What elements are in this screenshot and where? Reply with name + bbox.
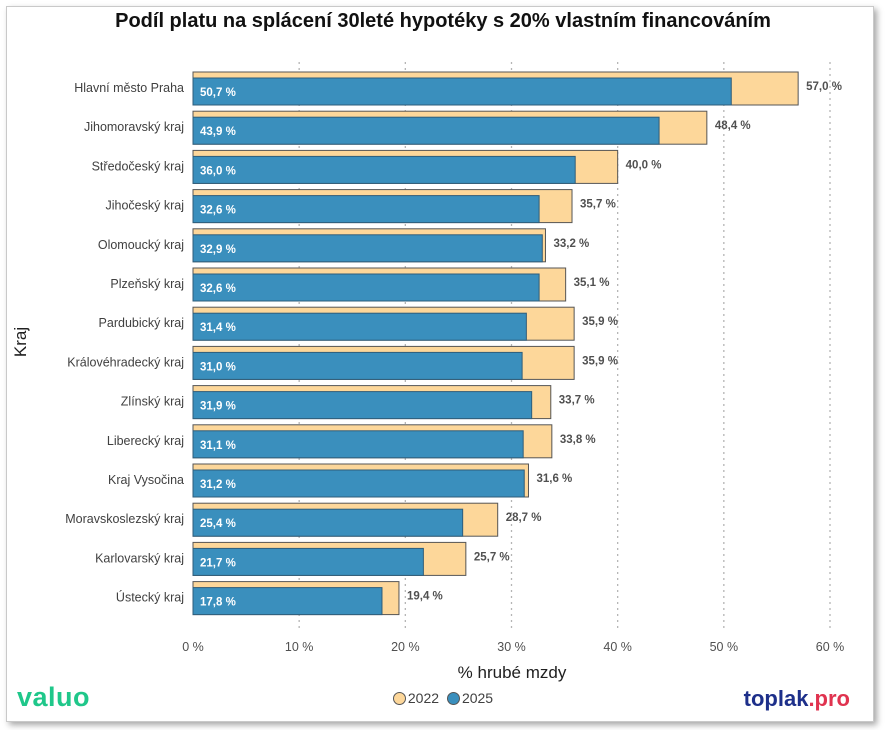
data-label-2022: 57,0 % (806, 81, 842, 93)
data-label-2025: 32,6 % (200, 205, 236, 217)
data-label-2025: 36,0 % (200, 165, 236, 177)
bar-2025 (192, 351, 523, 380)
data-label-2025: 31,9 % (200, 401, 236, 413)
data-label-2022: 35,1 % (574, 277, 610, 289)
data-label-2022: 35,7 % (580, 199, 616, 211)
category-label: Královéhradecký kraj (67, 355, 184, 369)
legend-label-2022: 2022 (407, 690, 440, 706)
chart-title: Podíl platu na splácení 30leté hypotéky … (115, 10, 771, 32)
legend-item-2025[interactable]: 2025 (446, 690, 494, 706)
category-label: Hlavní město Praha (74, 81, 184, 95)
bar-2025 (192, 234, 543, 263)
x-tick-label: 20 % (391, 640, 420, 654)
toplak-logo: toplak.pro (744, 686, 850, 712)
data-label-2025: 32,6 % (200, 283, 236, 295)
category-label: Středočeský kraj (92, 159, 184, 173)
data-label-2022: 19,4 % (407, 591, 443, 603)
data-label-2025: 31,2 % (200, 479, 236, 491)
data-label-2022: 33,2 % (553, 238, 589, 250)
legend-swatch-2025 (446, 691, 460, 705)
legend-item-2022[interactable]: 2022 (392, 690, 440, 706)
legend-label-2025: 2025 (461, 690, 494, 706)
category-label: Kraj Vysočina (108, 473, 184, 487)
category-label: Olomoucký kraj (98, 238, 184, 252)
bar-2025 (192, 77, 732, 106)
data-label-2025: 25,4 % (200, 518, 236, 530)
bar-2025 (192, 547, 424, 576)
data-label-2025: 31,4 % (200, 322, 236, 334)
data-label-2022: 33,7 % (559, 395, 595, 407)
category-label: Ústecký kraj (116, 590, 184, 605)
x-tick-label: 50 % (710, 640, 739, 654)
category-label: Jihočeský kraj (106, 199, 185, 213)
bars: 57,0 % 50,7 % 48,4 % 43,9 % 40,0 % 36,0 % 35,7… (192, 71, 842, 616)
data-label-2025: 21,7 % (200, 557, 236, 569)
bar-2025 (192, 155, 576, 184)
data-label-2025: 43,9 % (200, 126, 236, 138)
category-label: Jihomoravský kraj (84, 120, 184, 134)
data-label-2025: 31,1 % (200, 440, 236, 452)
x-tick-label: 10 % (285, 640, 314, 654)
bar-2025 (192, 391, 533, 420)
legend: 2022 2025 (0, 690, 886, 708)
y-axis-label: Kraj (11, 327, 30, 357)
data-label-2022: 48,4 % (715, 120, 751, 132)
data-label-2022: 35,9 % (582, 316, 618, 328)
x-tick-label: 0 % (182, 640, 204, 654)
x-axis-label: % hrubé mzdy (458, 663, 567, 682)
data-label-2022: 33,8 % (560, 434, 596, 446)
bar-2025 (192, 508, 464, 537)
x-tick-labels: 0 % 10 % 20 % 30 % 40 % 50 % 60 % (182, 640, 844, 654)
data-label-2022: 35,9 % (582, 355, 618, 367)
bar-2025 (192, 430, 524, 459)
bar-2025 (192, 195, 540, 224)
bar-2025 (192, 587, 383, 616)
category-label: Zlínský kraj (121, 395, 184, 409)
category-label: Plzeňský kraj (110, 277, 184, 291)
toplak-logo-main: toplak (743, 686, 809, 711)
legend-swatch-2022 (392, 691, 406, 705)
x-tick-label: 60 % (816, 640, 845, 654)
data-label-2025: 50,7 % (200, 87, 236, 99)
bar-2025 (192, 312, 527, 341)
toplak-logo-suffix: .pro (808, 686, 850, 711)
valuo-logo: valuo (17, 682, 91, 712)
data-label-2022: 28,7 % (506, 512, 542, 524)
category-labels: Hlavní město Praha Jihomoravský kraj Střed… (65, 81, 184, 605)
data-label-2022: 40,0 % (626, 159, 662, 171)
x-tick-label: 40 % (603, 640, 632, 654)
category-label: Pardubický kraj (99, 316, 184, 330)
bar-2025 (192, 469, 525, 498)
x-tick-label: 30 % (497, 640, 526, 654)
data-label-2022: 31,6 % (536, 473, 572, 485)
data-label-2025: 17,8 % (200, 597, 236, 609)
data-label-2022: 25,7 % (474, 551, 510, 563)
category-label: Moravskoslezský kraj (65, 512, 184, 526)
bar-2025 (192, 273, 540, 302)
category-label: Karlovarský kraj (95, 551, 184, 565)
category-label: Liberecký kraj (107, 434, 184, 448)
data-label-2025: 31,0 % (200, 361, 236, 373)
bar-2025 (192, 116, 660, 145)
data-label-2025: 32,9 % (200, 244, 236, 256)
